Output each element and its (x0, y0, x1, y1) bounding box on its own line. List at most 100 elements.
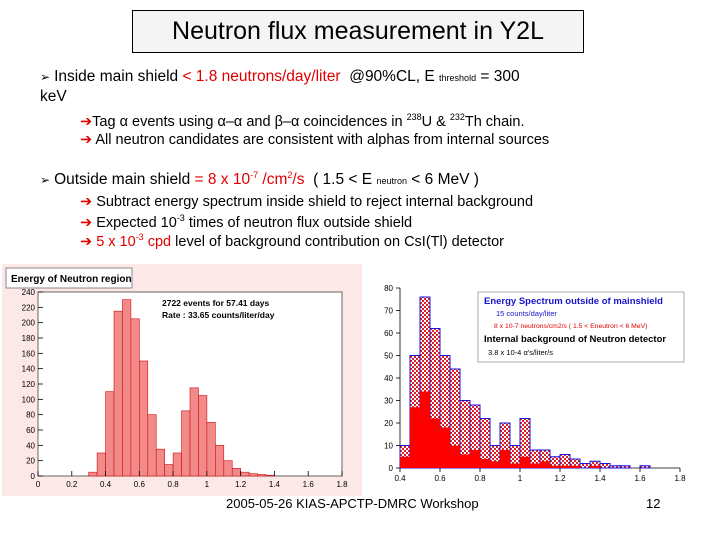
histogram-bar (231, 468, 241, 477)
internal-background-bar (490, 461, 500, 468)
bullet-inside-shield-unit: keV (40, 88, 67, 105)
x-tick-label: 1.8 (674, 474, 686, 483)
x-tick-label: 0.6 (434, 474, 446, 483)
y-tick-label: 30 (384, 397, 393, 406)
right-arrow-icon: ➔ (80, 113, 93, 130)
x-tick-label: 1.6 (634, 474, 646, 483)
histogram-bar (189, 387, 199, 477)
x-tick-label: 1 (205, 480, 210, 489)
histogram-bar (88, 471, 98, 477)
arrowhead-bullet-icon: ➢ (40, 173, 51, 188)
y-tick-label: 40 (26, 441, 35, 450)
histogram-bar (122, 299, 132, 477)
histogram-bar (181, 410, 191, 477)
internal-background-bar (590, 465, 600, 468)
histogram-bar (215, 445, 225, 477)
internal-background-bar (480, 459, 490, 468)
x-tick-label: 0.8 (168, 480, 180, 489)
legend-flux: 8 x 10-7 neutrons/cm2/s ( 1.5 < Eneutron… (494, 323, 647, 330)
x-tick-label: 1.4 (594, 474, 606, 483)
outside-spectrum-bar (599, 463, 611, 469)
internal-background-bar (540, 461, 550, 468)
right-arrow-icon: ➔ (80, 132, 93, 148)
legend-title: Energy Spectrum outside of mainshield (484, 296, 663, 307)
y-tick-label: 40 (384, 374, 393, 383)
y-tick-label: 80 (26, 411, 35, 420)
internal-background-bar (460, 454, 470, 468)
outside-spectrum-bar (609, 465, 621, 469)
histogram-bar (206, 422, 216, 477)
y-tick-label: 100 (22, 395, 36, 404)
slide-title: Neutron flux measurement in Y2L (132, 10, 584, 53)
internal-background-bar (470, 450, 480, 468)
right-arrow-icon: ➔ (80, 194, 93, 210)
internal-background-bar (410, 407, 420, 468)
internal-background-bar (420, 391, 430, 468)
bullet-outside-shield: ➢ Outside main shield = 8 x 10-7 /cm2/s (… (40, 170, 479, 189)
histogram-bar (198, 395, 208, 477)
internal-background-bar (570, 465, 580, 468)
x-tick-label: 0.2 (66, 480, 78, 489)
y-tick-label: 60 (384, 329, 393, 338)
outside-spectrum-bar (619, 465, 631, 469)
internal-background-bar (450, 445, 460, 468)
legend-internal: Internal background of Neutron detector (484, 334, 666, 345)
histogram-bar (155, 448, 165, 477)
y-tick-label: 80 (384, 284, 393, 293)
bullet-inside-shield: ➢ Inside main shield < 1.8 neutrons/day/l… (40, 68, 520, 85)
bullet-tag-alpha: ➔Tag α events using α–α and β–α coincide… (80, 112, 525, 130)
outside-shield-spectrum: 0 10 20 30 40 50 60 70 80 0.4 0.6 0.8 1 1.2 1.4 1.6 1.8 E… (384, 284, 686, 483)
internal-background-bar (520, 456, 530, 468)
right-arrow-icon: ➔ (80, 233, 93, 250)
outside-shield-value: = 8 x 10-7 /cm2/s (194, 170, 305, 189)
outside-spectrum-bar (639, 465, 651, 469)
y-tick-label: 0 (389, 464, 394, 473)
page-number: 12 (646, 496, 661, 511)
y-tick-label: 70 (384, 307, 393, 316)
bullet-subtract-spectrum: ➔ Subtract energy spectrum inside shield… (80, 194, 534, 210)
x-tick-label: 1.8 (336, 480, 348, 489)
histogram-bar (172, 452, 182, 477)
y-tick-label: 0 (31, 472, 36, 481)
x-tick-label: 0.4 (394, 474, 406, 483)
chart-annotation: Rate : 33.65 counts/liter/day (162, 310, 275, 320)
bullet-background-level: ➔ 5 x 10-3 cpd level of background contr… (80, 232, 504, 250)
histogram-bar (248, 473, 258, 477)
histogram-bar (113, 310, 123, 477)
y-tick-label: 60 (26, 426, 35, 435)
histogram-bar (265, 474, 275, 477)
y-tick-label: 200 (22, 319, 36, 328)
histogram-bar (240, 471, 250, 477)
y-tick-label: 140 (22, 365, 36, 374)
histogram-bar (105, 391, 115, 477)
chart-annotation: 2722 events for 57.41 days (162, 298, 270, 308)
x-tick-label: 0.4 (100, 480, 112, 489)
internal-background-bar (550, 465, 560, 468)
legend-box (477, 291, 685, 363)
histogram-bar (164, 464, 174, 477)
x-tick-label: 1.2 (554, 474, 566, 483)
y-tick-label: 180 (22, 334, 36, 343)
neutron-energy-histogram: Energy of Neutron region 0 20 40 60 80 100 120 1… (2, 264, 362, 496)
legend-rate: 15 counts/day/liter (496, 309, 557, 318)
x-tick-label: 0 (36, 480, 41, 489)
bullet-expected-flux: ➔ Expected 10-3 times of neutron flux ou… (80, 213, 413, 231)
x-tick-label: 1.6 (303, 480, 315, 489)
internal-background-bar (510, 463, 520, 468)
histogram-bar (139, 360, 149, 477)
chart-title: Energy of Neutron region (11, 274, 132, 285)
internal-background-bar (530, 463, 540, 468)
internal-background-bar (400, 456, 410, 468)
histogram-bar (96, 452, 106, 477)
y-tick-label: 160 (22, 349, 36, 358)
x-tick-label: 0.8 (474, 474, 486, 483)
histogram-bar (130, 318, 140, 477)
y-tick-label: 20 (384, 419, 393, 428)
histogram-bar (147, 414, 157, 477)
internal-background-bar (430, 418, 440, 468)
y-tick-label: 50 (384, 352, 393, 361)
x-tick-label: 1.2 (235, 480, 247, 489)
y-tick-label: 10 (384, 442, 393, 451)
y-tick-label: 20 (26, 457, 35, 466)
y-tick-label: 120 (22, 380, 36, 389)
